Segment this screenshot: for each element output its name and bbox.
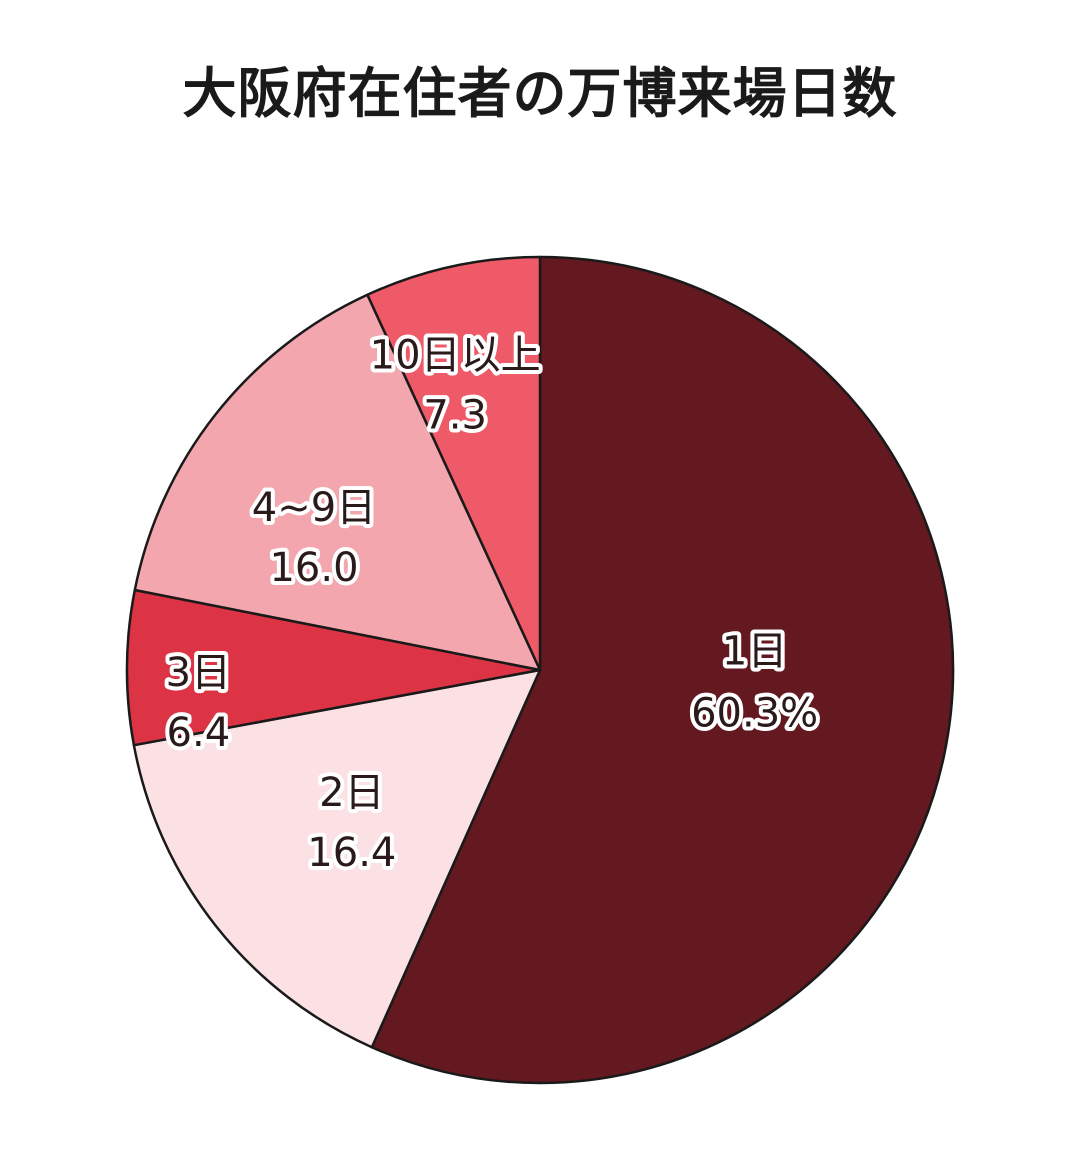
slice-value-label: 16.4: [307, 830, 396, 876]
pie-slice-1: [370, 255, 955, 1085]
pie-slices: [125, 255, 955, 1085]
slice-value-label: 16.0: [269, 545, 358, 591]
slice-category-label: 4~9日: [252, 485, 376, 531]
slice-category-label: 1日: [722, 629, 787, 675]
slice-category-label: 10日以上: [370, 333, 541, 379]
slice-category-label: 2日: [319, 770, 384, 816]
pie-slice-2: [132, 668, 542, 1049]
pie-slice-5: [366, 255, 542, 672]
chart-title: 大阪府在住者の万博来場日数: [182, 62, 898, 125]
slice-value-label: 7.3: [423, 393, 487, 439]
slice-category-label: 3日: [166, 650, 231, 696]
pie-slice-4: [133, 293, 542, 672]
slice-value-label: 6.4: [167, 710, 231, 756]
slice-value-label: 60.3%: [691, 691, 818, 737]
pie-slice-3: [125, 588, 542, 747]
pie-labels: 1日 60.3% 2日 16.4 3日 6.4 4~9日 16.0 10日以上 7.3: [162, 329, 823, 881]
